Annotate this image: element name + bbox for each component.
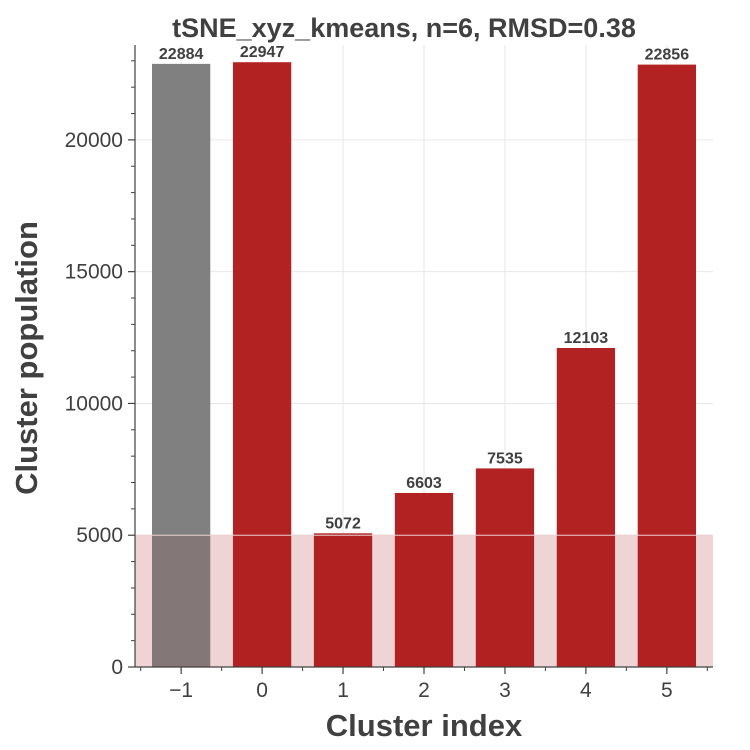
y-tick-label: 15000 <box>65 261 123 284</box>
bar <box>232 62 292 667</box>
plot-area: 22884 22947 5072 6603 7535 12103 22856 0 5000 100… <box>65 44 713 702</box>
y-axis-label: Cluster population <box>9 221 44 495</box>
chart-title: tSNE_xyz_kmeans, n=6, RMSD=0.38 <box>172 13 636 43</box>
bar <box>475 468 535 667</box>
y-tick-label: 5000 <box>76 524 123 547</box>
bar-value-label: 22947 <box>240 44 285 61</box>
x-tick-label: 5 <box>661 679 673 702</box>
x-axis-label: Cluster index <box>326 708 523 743</box>
x-tick-label: 1 <box>337 679 349 702</box>
bar-value-label: 7535 <box>487 450 523 467</box>
x-tick-label: 2 <box>418 679 430 702</box>
x-tick-label: 4 <box>580 679 592 702</box>
bar-value-label: 5072 <box>325 515 361 532</box>
x-tick-label: 3 <box>499 679 511 702</box>
x-tick-label: 0 <box>256 679 268 702</box>
bar-value-label: 12103 <box>564 330 609 347</box>
bar-value-label: 22884 <box>159 46 204 63</box>
bar <box>394 492 454 667</box>
bar-value-label: 22856 <box>645 47 690 64</box>
bar <box>637 64 696 667</box>
x-tick-label: −1 <box>169 679 193 702</box>
bar <box>556 348 616 667</box>
bar <box>313 533 373 667</box>
threshold-overlay <box>135 535 713 667</box>
y-tick-label: 20000 <box>65 129 123 152</box>
y-tick-label: 10000 <box>65 392 123 415</box>
y-tick-label: 0 <box>111 656 123 679</box>
bar <box>152 63 211 667</box>
bar-value-label: 6603 <box>406 475 442 492</box>
